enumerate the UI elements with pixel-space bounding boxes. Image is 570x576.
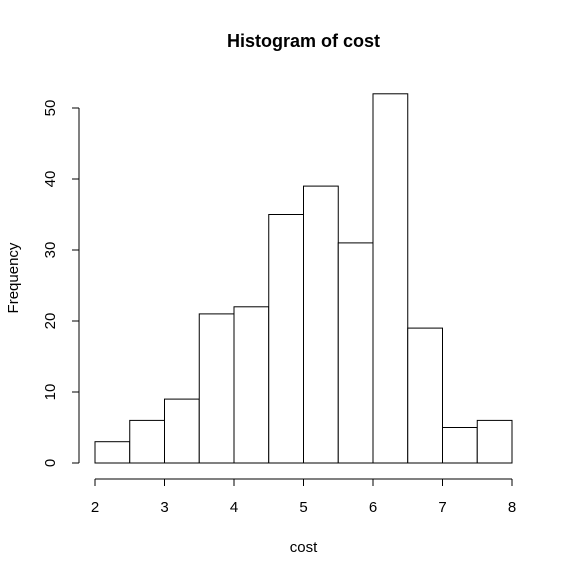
histogram-bar-12 (476, 419, 513, 464)
x-tick-label-5: 5 (299, 499, 307, 516)
histogram-bar-4 (198, 313, 235, 464)
y-axis-label: Frequency (5, 242, 22, 313)
x-tick-label-8: 8 (508, 499, 516, 516)
histogram-bar-10 (407, 327, 443, 464)
histogram-bar-5 (233, 306, 270, 464)
histogram-bar-9 (372, 93, 409, 464)
y-axis: 0 10 20 30 40 50 (42, 100, 80, 467)
histogram-bar-2 (129, 419, 165, 464)
y-tick-label-0: 0 (42, 459, 59, 467)
y-tick-label-20: 20 (42, 313, 59, 330)
histogram-bar-6 (268, 214, 304, 464)
histogram-bar-8 (337, 242, 374, 464)
x-tick-label-2: 2 (91, 499, 99, 516)
histogram-bar-3 (164, 398, 200, 464)
y-tick-label-40: 40 (42, 171, 59, 188)
histogram-bar-7 (303, 185, 339, 464)
x-tick-label-6: 6 (369, 499, 377, 516)
x-tick-label-4: 4 (230, 499, 238, 516)
x-axis: 2 3 4 5 6 7 8 (91, 478, 516, 516)
x-tick-label-3: 3 (160, 499, 168, 516)
chart-title: Histogram of cost (227, 31, 380, 51)
y-tick-label-30: 30 (42, 242, 59, 259)
y-tick-label-10: 10 (42, 384, 59, 401)
histogram-bar-1 (94, 441, 131, 464)
histogram-bar-11 (442, 427, 478, 464)
y-tick-label-50: 50 (42, 100, 59, 117)
x-tick-label-7: 7 (438, 499, 446, 516)
bars-group (94, 93, 513, 464)
x-axis-label: cost (290, 539, 318, 556)
